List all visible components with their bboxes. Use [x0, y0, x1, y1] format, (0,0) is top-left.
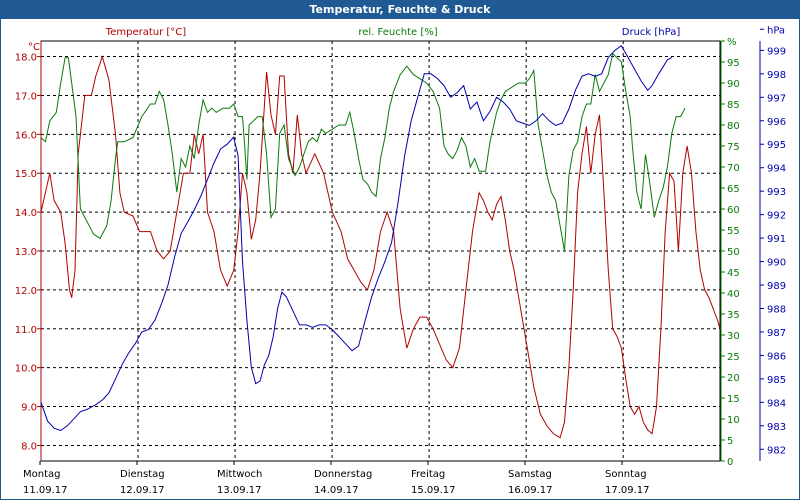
humidity-tick-label: 35	[727, 310, 740, 321]
left-tick-label: 12.0	[15, 286, 37, 297]
pressure-tick-label: 998	[767, 70, 786, 81]
pressure-axis-ticks: 982 983 984 985 986 987 988 989 990 991 992 993 994 9…	[759, 25, 786, 461]
pressure-tick-label: 983	[767, 422, 786, 433]
x-day-label: Montag	[23, 469, 60, 480]
pressure-line	[40, 44, 673, 432]
left-tick-label: 17.0	[15, 91, 37, 102]
pressure-tick-label: 995	[767, 140, 786, 151]
x-day-label: Freitag	[411, 469, 445, 480]
pressure-tick-label: 987	[767, 328, 786, 339]
humidity-tick-label: 45	[727, 268, 740, 279]
pressure-tick-label: hPa	[767, 25, 785, 36]
left-tick-label: 14.0	[15, 208, 37, 219]
humidity-tick-label: %	[727, 37, 737, 48]
humidity-tick-label: 50	[727, 247, 740, 258]
humidity-tick-label: 15	[727, 394, 740, 405]
humidity-tick-label: 10	[727, 415, 740, 426]
humidity-tick-label: 95	[727, 58, 740, 69]
x-day-label: Donnerstag	[314, 469, 372, 480]
x-date-label: 17.09.17	[605, 485, 650, 496]
pressure-tick-label: 991	[767, 234, 786, 245]
humidity-tick-label: 55	[727, 226, 740, 237]
pressure-tick-label: 997	[767, 93, 786, 104]
x-axis-labels: Montag 11.09.17 Dienstag 12.09.17 Mittwoch 13…	[23, 461, 650, 496]
pressure-tick-label: 994	[767, 164, 786, 175]
x-date-label: 11.09.17	[23, 485, 68, 496]
humidity-tick-label: 25	[727, 352, 740, 363]
pressure-tick-label: 985	[767, 375, 786, 386]
left-tick-label: 15.0	[15, 169, 37, 180]
left-tick-label: 8.0	[21, 441, 37, 452]
pressure-tick-label: 990	[767, 258, 786, 269]
x-date-label: 12.09.17	[120, 485, 165, 496]
pressure-tick-label: 982	[767, 445, 786, 456]
humidity-tick-label: 65	[727, 184, 740, 195]
pressure-tick-label: 984	[767, 398, 786, 409]
humidity-tick-label: 90	[727, 79, 740, 90]
humidity-tick-label: 70	[727, 163, 740, 174]
chart-title: Temperatur, Feuchte & Druck	[1, 1, 799, 19]
pressure-tick-label: 999	[767, 46, 786, 57]
humidity-tick-label: 60	[727, 205, 740, 216]
grid-lines	[41, 41, 720, 461]
x-day-label: Mittwoch	[217, 469, 262, 480]
pressure-tick-label: 988	[767, 304, 786, 315]
humidity-tick-label: 20	[727, 373, 740, 384]
pressure-tick-label: 993	[767, 187, 786, 198]
humidity-tick-label: 40	[727, 289, 740, 300]
x-day-label: Dienstag	[120, 469, 165, 480]
left-axis-unit: °C	[28, 42, 40, 53]
left-tick-label: 11.0	[15, 325, 37, 336]
humidity-tick-label: 0	[727, 457, 733, 468]
x-date-label: 15.09.17	[411, 485, 456, 496]
legend-temperature: Temperatur [°C]	[105, 27, 186, 38]
left-tick-label: 16.0	[15, 130, 37, 141]
humidity-tick-label: 30	[727, 331, 740, 342]
legend-humidity: rel. Feuchte [%]	[358, 27, 437, 38]
x-day-label: Samstag	[508, 469, 552, 480]
humidity-tick-label: 5	[727, 436, 733, 447]
left-tick-label: 10.0	[15, 364, 37, 375]
pressure-tick-label: 996	[767, 117, 786, 128]
left-axis-ticks: 8.0 9.0 10.0 11.0 12.0 13.0 14.0 15.0 16.0 17.0 18…	[15, 41, 42, 461]
x-day-label: Sonntag	[605, 469, 647, 480]
humidity-tick-label: 80	[727, 121, 740, 132]
humidity-line	[40, 52, 686, 252]
x-date-label: 13.09.17	[217, 485, 262, 496]
left-tick-label: 18.0	[15, 53, 37, 64]
left-tick-label: 9.0	[21, 403, 37, 414]
x-date-label: 16.09.17	[508, 485, 553, 496]
humidity-axis-ticks: 0 5 10 15 20 25 30 35 40 45 50 55 60 65 70 75 80 85 90 95%	[720, 37, 740, 468]
pressure-tick-label: 989	[767, 281, 786, 292]
pressure-tick-label: 986	[767, 351, 786, 362]
series-lines	[40, 44, 721, 439]
humidity-tick-label: 75	[727, 142, 740, 153]
humidity-tick-label: 85	[727, 100, 740, 111]
pressure-tick-label: 992	[767, 211, 786, 222]
temperature-line	[40, 54, 721, 439]
left-tick-label: 13.0	[15, 247, 37, 258]
x-date-label: 14.09.17	[314, 485, 359, 496]
legend-pressure: Druck [hPa]	[622, 27, 681, 38]
